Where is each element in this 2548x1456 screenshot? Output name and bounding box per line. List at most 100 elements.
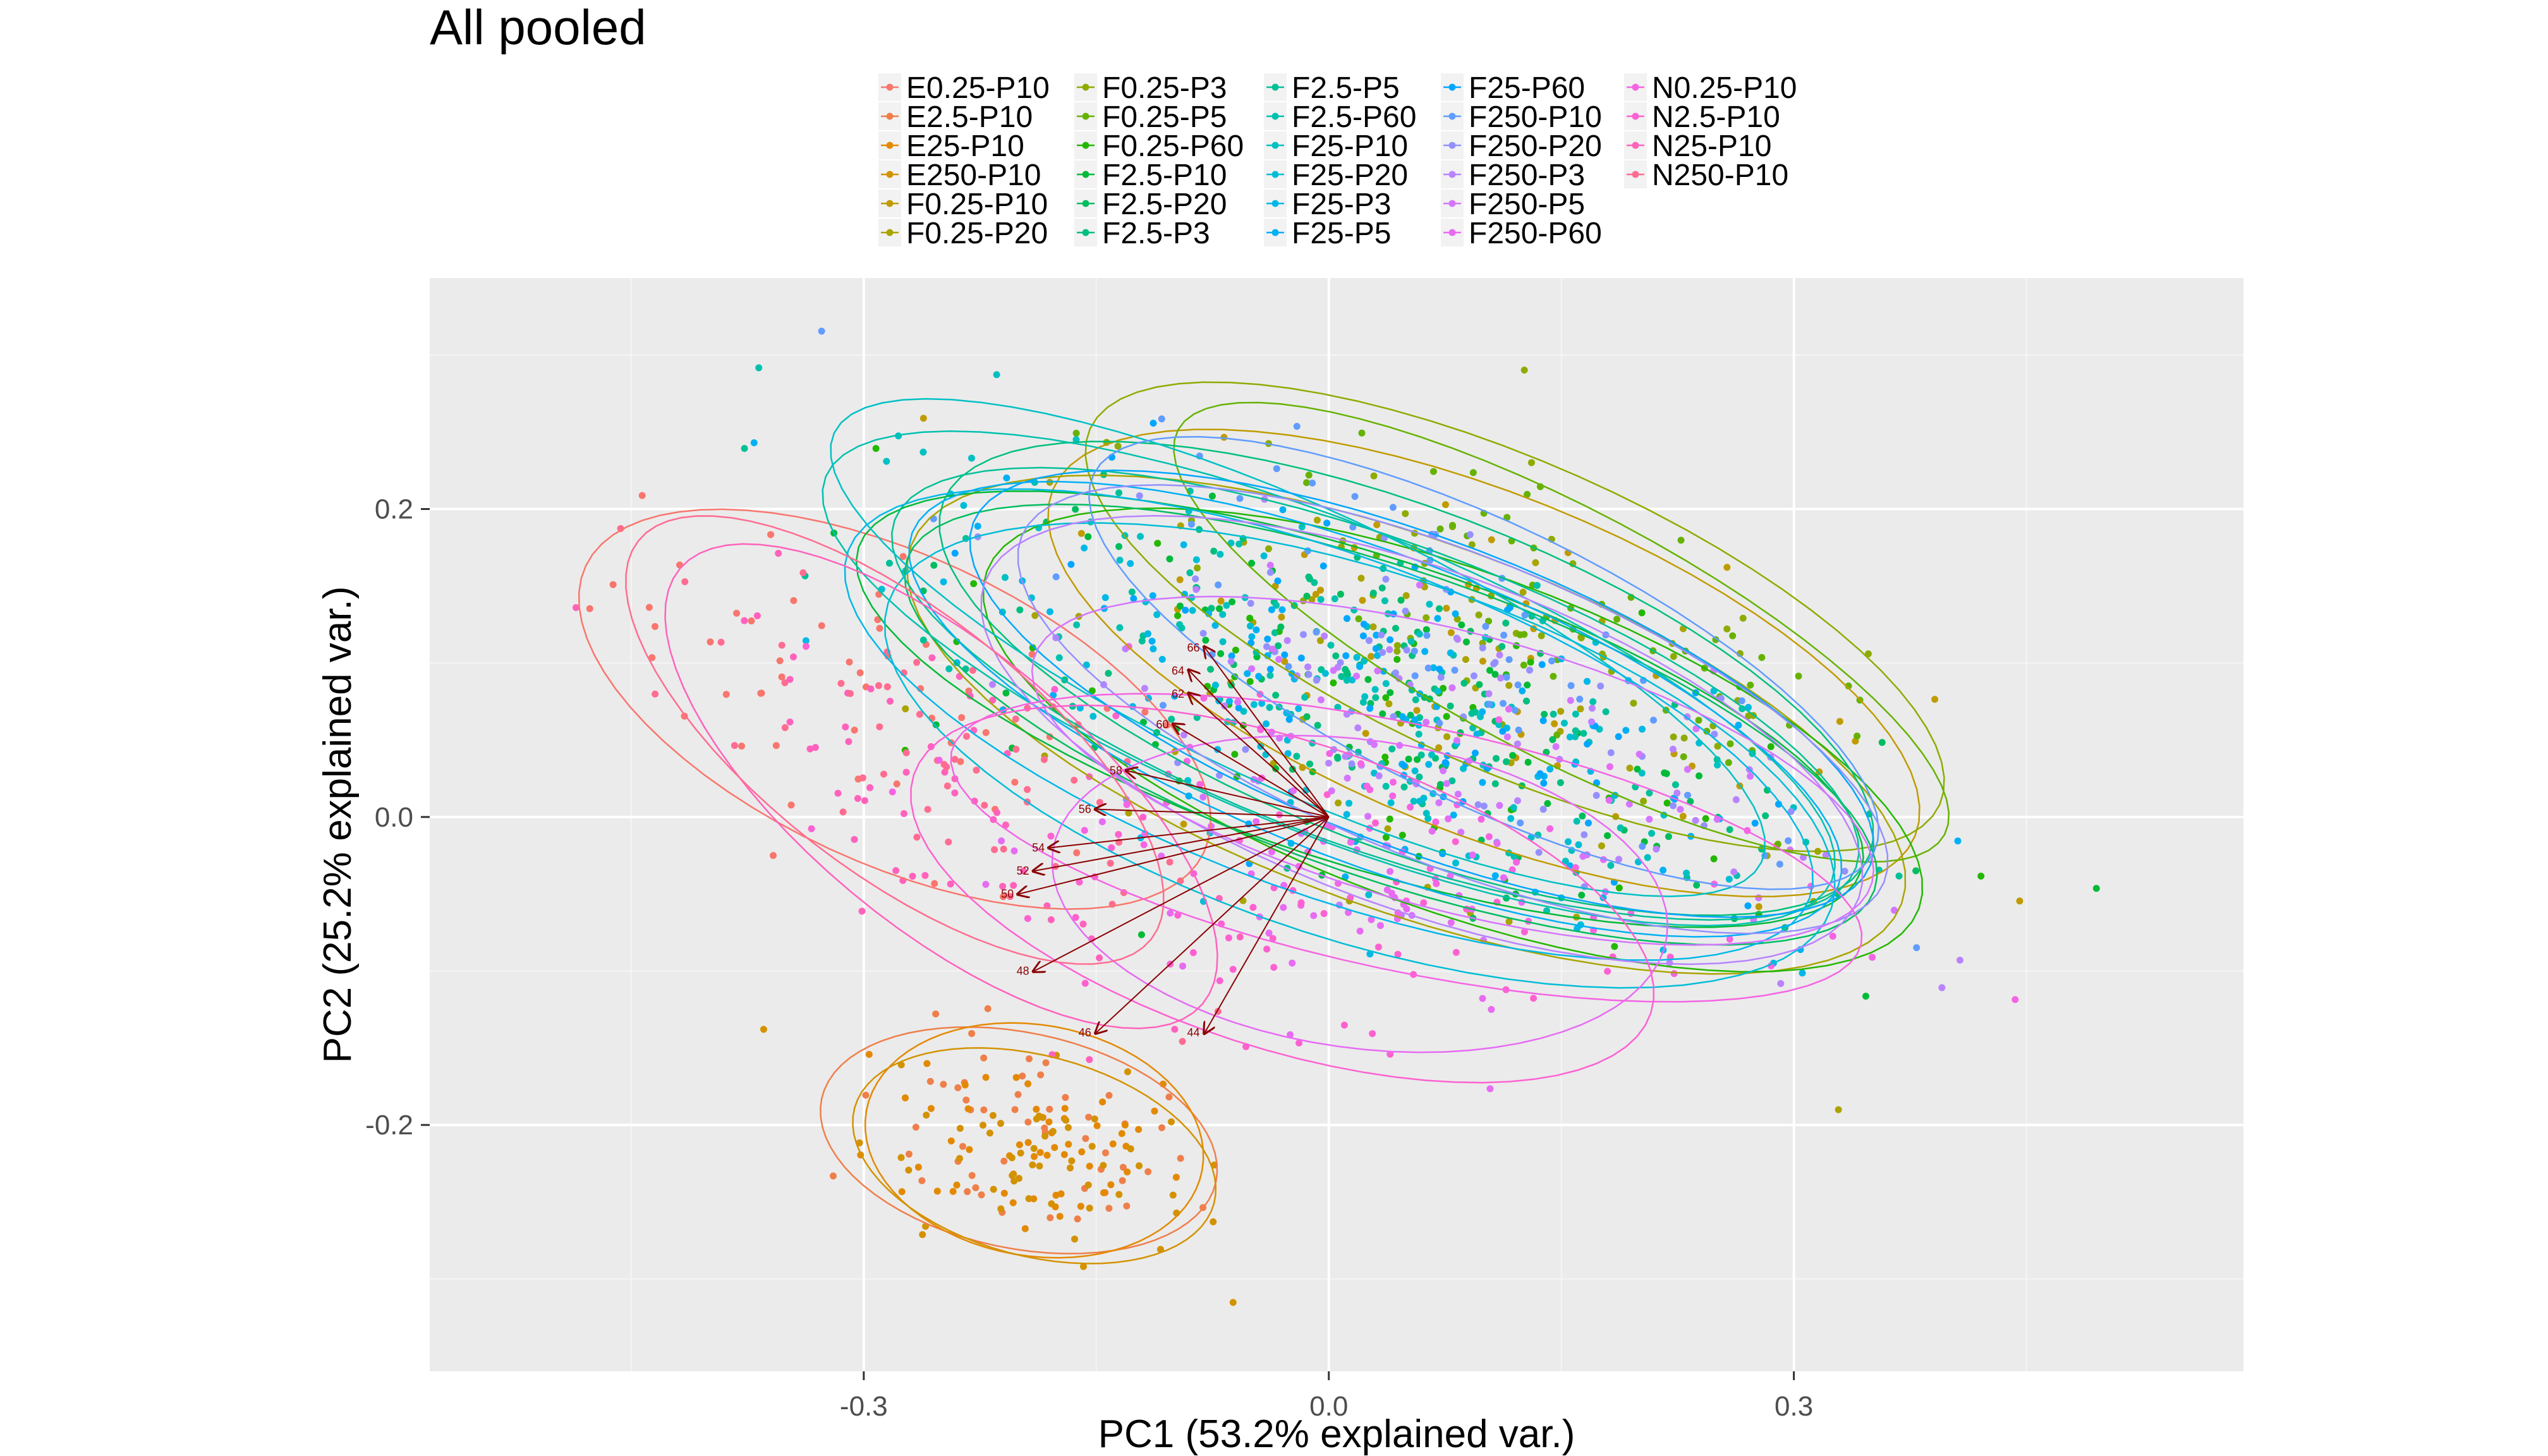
- data-point: [966, 692, 974, 700]
- data-point: [1454, 791, 1462, 798]
- data-point: [1539, 717, 1547, 724]
- data-point: [842, 723, 849, 731]
- data-point: [1544, 800, 1551, 808]
- loading-arrow: [1174, 725, 1330, 818]
- data-point: [1376, 922, 1384, 930]
- data-point: [1723, 564, 1731, 571]
- loading-label: 64: [1172, 664, 1184, 677]
- data-point: [1061, 1105, 1069, 1112]
- series-ellipse: [1084, 381, 1945, 852]
- data-point: [1548, 657, 1556, 665]
- data-point: [1306, 760, 1314, 768]
- data-point: [1166, 858, 1174, 866]
- legend-label: N2.5-P10: [1652, 100, 1780, 134]
- data-point: [1202, 636, 1210, 644]
- data-point: [1878, 739, 1886, 746]
- data-point: [1136, 492, 1143, 500]
- data-point: [1077, 530, 1085, 537]
- data-point: [1189, 607, 1196, 614]
- data-point: [1000, 1189, 1008, 1197]
- data-point: [1271, 629, 1278, 636]
- data-point: [1702, 815, 1709, 822]
- data-point: [1119, 1177, 1126, 1184]
- data-point: [1366, 705, 1374, 712]
- data-point: [1037, 1071, 1045, 1079]
- data-point: [1799, 969, 1806, 977]
- data-point: [1710, 855, 1718, 863]
- data-point: [1372, 694, 1380, 701]
- data-point: [1493, 840, 1501, 847]
- data-point: [1513, 858, 1520, 866]
- data-point: [1738, 705, 1746, 712]
- data-point: [1071, 777, 1078, 784]
- data-point: [1508, 866, 1516, 873]
- data-point: [1938, 984, 1946, 992]
- data-point: [872, 445, 880, 452]
- data-point: [1297, 899, 1305, 906]
- series-ellipse: [844, 488, 1814, 961]
- data-point: [1579, 812, 1586, 820]
- data-point: [1469, 469, 1477, 476]
- x-axis-label: PC1 (53.2% explained var.): [1098, 1412, 1575, 1456]
- legend-label: N0.25-P10: [1652, 71, 1797, 105]
- data-point: [1000, 846, 1007, 853]
- data-point: [1452, 949, 1460, 956]
- data-point: [1864, 650, 1872, 658]
- data-point: [957, 758, 964, 765]
- data-point: [1411, 767, 1419, 775]
- data-point: [1232, 646, 1239, 654]
- data-point: [1562, 858, 1569, 865]
- data-point: [1016, 606, 1024, 614]
- data-point: [1281, 651, 1289, 658]
- data-point: [919, 636, 927, 644]
- data-point: [1443, 733, 1451, 741]
- data-point: [1479, 657, 1486, 665]
- data-point: [753, 612, 761, 619]
- data-point: [1011, 1106, 1019, 1113]
- data-point: [930, 562, 938, 569]
- data-point: [1577, 634, 1585, 641]
- data-point: [1543, 748, 1550, 756]
- data-point: [1009, 1199, 1017, 1206]
- data-point: [1304, 663, 1312, 670]
- series-ellipse: [890, 466, 1860, 921]
- data-point: [1475, 611, 1483, 619]
- data-point: [1441, 501, 1449, 509]
- legend-label: F25-P10: [1292, 130, 1408, 163]
- data-point: [1583, 677, 1591, 685]
- data-point: [1389, 792, 1397, 800]
- data-point: [1441, 759, 1449, 767]
- data-point: [1166, 555, 1174, 562]
- data-point: [859, 774, 866, 782]
- data-point: [1169, 1191, 1177, 1199]
- data-point: [1758, 653, 1766, 661]
- data-point: [803, 643, 810, 650]
- data-point: [905, 1167, 913, 1174]
- data-point: [1148, 638, 1156, 645]
- data-point: [1755, 903, 1762, 911]
- data-point: [1670, 733, 1677, 741]
- data-point: [1096, 799, 1103, 806]
- y-axis-label: PC2 (25.2% explained var.): [316, 586, 360, 1064]
- data-point: [1107, 859, 1114, 867]
- data-point: [1869, 954, 1876, 961]
- data-point: [905, 1150, 913, 1158]
- data-point: [1458, 621, 1465, 629]
- data-point: [991, 846, 998, 853]
- data-point: [1434, 688, 1441, 695]
- data-point: [1112, 712, 1120, 720]
- data-point: [883, 683, 891, 691]
- data-point: [1249, 904, 1257, 911]
- data-point: [1327, 641, 1335, 649]
- data-point: [1051, 1144, 1059, 1151]
- data-point: [919, 415, 927, 422]
- data-point: [1125, 810, 1132, 817]
- data-point: [1266, 569, 1274, 576]
- data-point: [1615, 856, 1623, 863]
- data-point: [1255, 672, 1263, 680]
- data-point: [1776, 860, 1783, 868]
- data-point: [1421, 648, 1429, 655]
- data-point: [1045, 1118, 1053, 1125]
- data-point: [1447, 919, 1455, 926]
- data-point: [1242, 746, 1249, 753]
